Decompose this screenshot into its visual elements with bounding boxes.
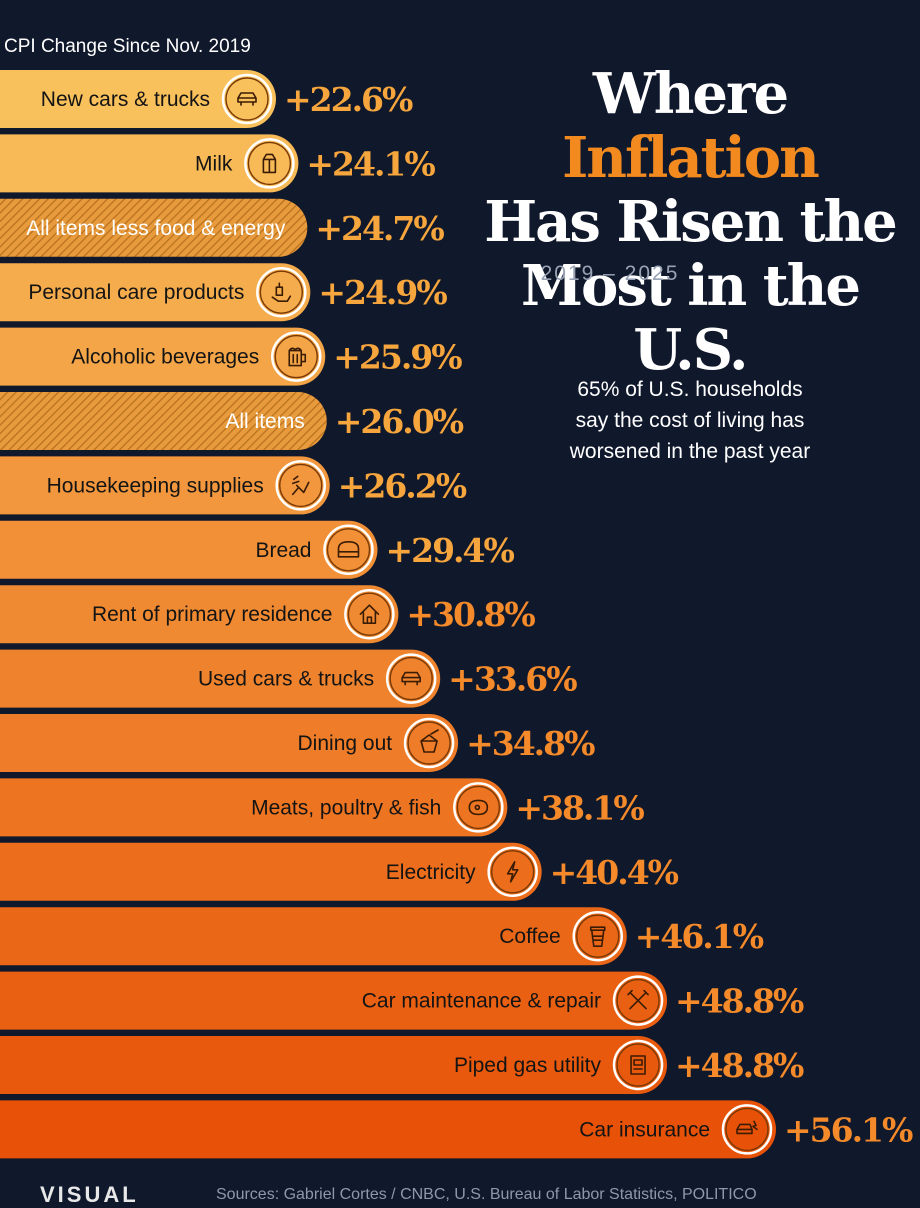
bar-label: Electricity (386, 861, 476, 884)
value-label: +26.0% (335, 402, 464, 441)
bar (0, 1100, 776, 1159)
page-title: Where Inflation Has Risen the Most in th… (480, 62, 900, 382)
wrench-hammer-icon (612, 975, 664, 1026)
bar (0, 842, 542, 901)
value-label: +46.1% (635, 917, 764, 956)
value-label: +38.1% (515, 788, 644, 827)
value-label: +40.4% (550, 853, 679, 892)
steak-icon (453, 782, 504, 833)
bars-group: New cars & trucks +22.6% Milk +24.1% All ite… (0, 70, 915, 1159)
bar-label: All items less food & energy (26, 217, 286, 240)
cleaning-brush-icon (275, 460, 326, 511)
value-label: +33.6% (448, 660, 577, 699)
bar-label: Piped gas utility (454, 1054, 602, 1077)
bar (0, 649, 441, 708)
car-icon (385, 653, 437, 704)
takeout-box-icon (403, 717, 455, 769)
axis-label: CPI Change Since Nov. 2019 (4, 36, 251, 57)
year-range: 2019 – 2025 (540, 262, 680, 285)
coffee-cup-icon (572, 910, 623, 962)
bar-label: Rent of primary residence (92, 603, 332, 626)
title-line2: Has Risen the (484, 189, 898, 255)
value-label: +30.8% (406, 595, 535, 634)
bar-label: Car insurance (579, 1118, 710, 1141)
bar-label: Meats, poultry & fish (251, 796, 441, 819)
value-label: +56.1% (784, 1110, 913, 1149)
bar (0, 907, 627, 966)
gas-meter-icon (612, 1039, 664, 1091)
household-note: 65% of U.S. households say the cost of l… (520, 374, 860, 467)
note-line3: worsened in the past year (569, 440, 811, 463)
bar (0, 714, 459, 772)
bar (0, 263, 311, 322)
bar (0, 778, 508, 837)
beer-mug-icon (271, 331, 322, 382)
bar (0, 971, 668, 1030)
lightning-icon (487, 846, 538, 898)
bar (0, 70, 276, 128)
title-highlight: Inflation (562, 125, 820, 191)
value-label: +26.2% (338, 466, 467, 505)
value-label: +24.9% (318, 273, 447, 312)
bar (0, 134, 299, 193)
bar-label: Personal care products (28, 281, 244, 304)
house-icon (344, 588, 395, 640)
bar (0, 392, 327, 450)
value-label: +24.1% (306, 144, 435, 183)
note-line2: say the cost of living has (575, 409, 805, 432)
bar-label: Milk (195, 152, 233, 175)
bar-label: New cars & trucks (41, 88, 210, 111)
bar-label: Dining out (298, 732, 393, 755)
note-line1: 65% of U.S. households (577, 378, 803, 401)
bar (0, 327, 326, 386)
bar-label: Alcoholic beverages (71, 346, 259, 369)
bar-label: Bread (255, 539, 311, 562)
bread-icon (323, 524, 374, 576)
bar (0, 1036, 668, 1094)
value-label: +29.4% (385, 531, 514, 570)
soap-hand-icon (256, 266, 307, 318)
car-icon (221, 73, 273, 125)
bar (0, 585, 399, 644)
value-label: +48.8% (675, 1046, 804, 1085)
value-label: +22.6% (284, 80, 413, 119)
bar-label: All items (225, 410, 304, 433)
value-label: +24.7% (315, 209, 444, 248)
bar-label: Used cars & trucks (198, 668, 374, 691)
title-line3: Most in the U.S. (521, 253, 861, 383)
sources-note: Sources: Gabriel Cortes / CNBC, U.S. Bur… (216, 1186, 757, 1203)
value-label: +48.8% (675, 982, 804, 1021)
milk-carton-icon (244, 138, 295, 189)
bar-label: Car maintenance & repair (362, 990, 601, 1013)
bar (0, 520, 378, 579)
value-label: +34.8% (466, 724, 595, 763)
value-label: +25.9% (333, 338, 462, 377)
car-crash-icon (721, 1104, 773, 1155)
bar (0, 456, 330, 515)
bar (0, 198, 308, 257)
bar-label: Coffee (499, 925, 561, 948)
title-part1: Where (592, 61, 789, 127)
bar-label: Housekeeping supplies (47, 474, 264, 497)
brand-logo: VISUAL (40, 1182, 139, 1207)
